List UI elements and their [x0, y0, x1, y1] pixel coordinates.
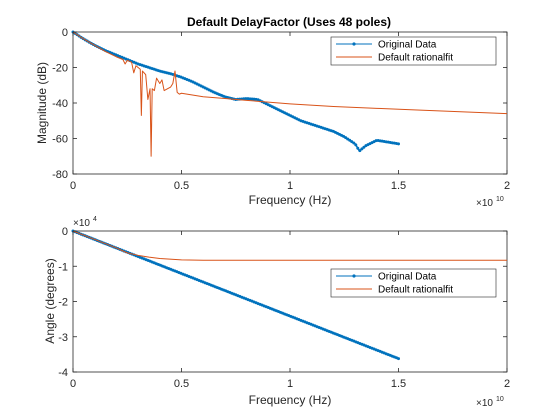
magnitude-plot-title: Default DelayFactor (Uses 48 poles) [187, 15, 391, 29]
magnitude-x-tick-label: 0 [70, 180, 76, 192]
angle-series-group [71, 229, 507, 361]
angle-x-tick-label: 2 [504, 378, 510, 390]
magnitude-series-original-point [356, 146, 360, 150]
magnitude-y-tick-label: 0 [62, 27, 68, 39]
angle-x-exponent-power: 10 [496, 396, 504, 403]
magnitude-x-tick-label: 1 [287, 180, 293, 192]
magnitude-x-tick-label: 1.5 [391, 180, 406, 192]
angle-y-tick-label: -4 [58, 367, 68, 379]
angle-x-tick-label: 1 [287, 378, 293, 390]
magnitude-legend-label-original: Original Data [378, 40, 437, 51]
magnitude-series-original-point [397, 142, 400, 146]
magnitude-legend-label-fit: Default rationalfit [378, 53, 453, 64]
magnitude-y-tick-label: -60 [52, 134, 68, 146]
magnitude-legend-box [330, 36, 497, 66]
magnitude-series-original-point [362, 145, 366, 149]
angle-series-fit-line [72, 230, 507, 261]
angle-legend: Original Data Default rationalfit [330, 268, 497, 298]
angle-legend-label-fit: Default rationalfit [378, 285, 453, 296]
angle-y-axis-label: Angle (degrees) [43, 258, 57, 343]
angle-y-exponent: ×10 4 [73, 216, 97, 229]
magnitude-series-original-point [354, 143, 358, 147]
angle-x-tick-label: 1.5 [391, 378, 406, 390]
magnitude-y-tick-label: -20 [52, 63, 68, 75]
magnitude-y-tick-label: -80 [52, 169, 68, 181]
magnitude-series-fit-line [72, 31, 508, 157]
magnitude-x-tick-label: 2 [504, 180, 510, 192]
magnitude-x-axis-label: Frequency (Hz) [249, 193, 332, 207]
angle-x-tick-label: 0.5 [174, 378, 189, 390]
magnitude-series-group [71, 30, 508, 157]
angle-x-axis-label: Frequency (Hz) [249, 393, 332, 407]
angle-y-exponent-base: ×10 [73, 218, 90, 229]
magnitude-series-original-point [352, 141, 356, 145]
magnitude-x-exponent-power: 10 [496, 196, 504, 203]
angle-y-tick-label: 0 [62, 226, 68, 238]
magnitude-y-axis-label: Magnitude (dB) [35, 62, 49, 144]
angle-legend-marker-original [352, 274, 356, 278]
magnitude-series-original-point [358, 149, 362, 153]
angle-legend-box [330, 268, 497, 298]
angle-y-tick-label: -3 [58, 332, 68, 344]
magnitude-x-exponent-base: ×10 [476, 198, 493, 209]
angle-legend-label-original: Original Data [378, 272, 437, 283]
angle-series-original-point [397, 357, 400, 361]
angle-axes-frame [72, 230, 508, 373]
magnitude-x-tick-label: 0.5 [174, 180, 189, 192]
angle-plot: 0 0.5 1 1.5 20-1-2-3-4 ×10 4 Frequency (Hz) … [43, 216, 510, 409]
magnitude-x-exponent: ×10 10 [476, 196, 504, 209]
magnitude-legend: Original Data Default rationalfit [330, 36, 497, 66]
magnitude-plot: Default DelayFactor (Uses 48 poles) 0 0.5… [35, 15, 510, 209]
magnitude-y-tick-label: -40 [52, 98, 68, 110]
angle-y-tick-label: -2 [58, 297, 68, 309]
angle-y-tick-label: -1 [58, 261, 68, 273]
angle-x-exponent: ×10 10 [476, 396, 504, 409]
angle-y-exponent-power: 4 [93, 216, 97, 223]
magnitude-legend-marker-original [352, 42, 356, 46]
magnitude-series-original-point [360, 147, 364, 151]
angle-x-tick-label: 0 [70, 378, 76, 390]
angle-x-exponent-base: ×10 [476, 398, 493, 409]
